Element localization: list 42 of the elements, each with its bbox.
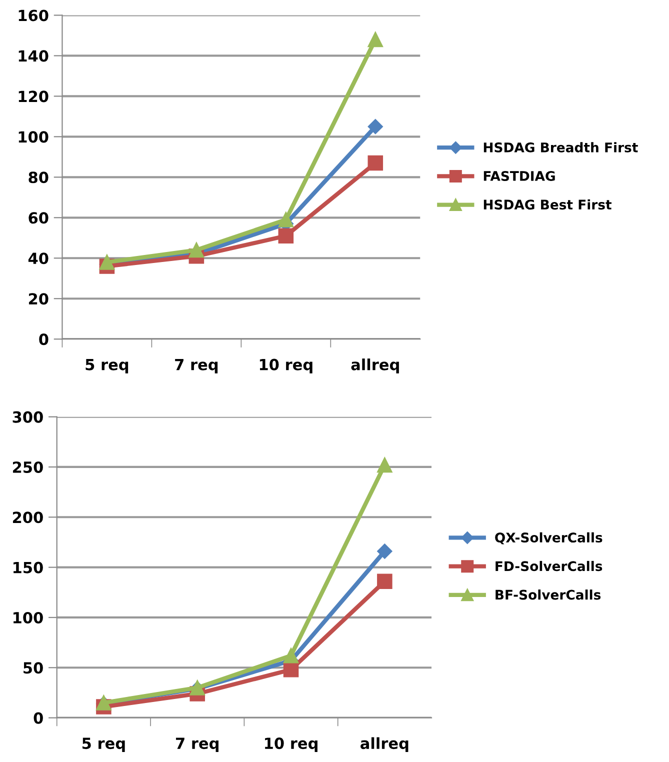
legend-label: FD-SolverCalls	[496, 560, 602, 572]
point	[283, 648, 299, 664]
y-tick-label: 0	[34, 712, 43, 724]
point	[377, 457, 392, 473]
point	[368, 118, 383, 134]
y-tick-label: 140	[18, 50, 48, 62]
x-tick-label: 5 req	[82, 738, 125, 752]
x-tick-label: 10 req	[265, 738, 318, 752]
x-tick-label: 10 req	[260, 358, 312, 374]
legend-label: QX-SolverCalls	[495, 532, 602, 544]
y-tick-label: 250	[12, 461, 43, 473]
legend-label: FASTDIAG	[484, 171, 555, 181]
y-tick-label: 80	[28, 172, 48, 184]
x-tick-label: allreq	[351, 358, 399, 374]
x-tick-label: 7 req	[176, 738, 218, 752]
legend-label: HSDAG Best First	[484, 199, 612, 210]
point	[278, 228, 294, 244]
y-tick-label: 120	[18, 90, 48, 102]
point	[377, 544, 392, 559]
y-tick-label: 200	[12, 512, 43, 524]
y-tick-label: 20	[28, 293, 48, 305]
legend-label: HSDAG Breadth First	[484, 142, 638, 152]
y-tick-label: 100	[14, 612, 43, 624]
point	[368, 155, 384, 171]
point	[283, 662, 299, 678]
y-tick-label: 50	[24, 662, 43, 674]
y-tick-label: 0	[39, 334, 48, 346]
point	[377, 574, 392, 589]
y-tick-label: 100	[18, 131, 48, 143]
point	[188, 242, 204, 258]
y-tick-label: 40	[28, 252, 48, 264]
y-tick-label: 300	[12, 411, 43, 423]
x-tick-label: allreq	[360, 737, 408, 752]
point	[99, 254, 115, 270]
y-tick-label: 150	[14, 562, 43, 574]
y-tick-label: 160	[18, 10, 48, 22]
point	[278, 212, 294, 228]
legend-label: BF-SolverCalls	[496, 590, 601, 600]
x-tick-label: 5 req	[86, 359, 128, 374]
x-tick-label: 7 req	[175, 359, 218, 374]
y-tick-label: 60	[28, 212, 48, 224]
point	[368, 32, 384, 48]
